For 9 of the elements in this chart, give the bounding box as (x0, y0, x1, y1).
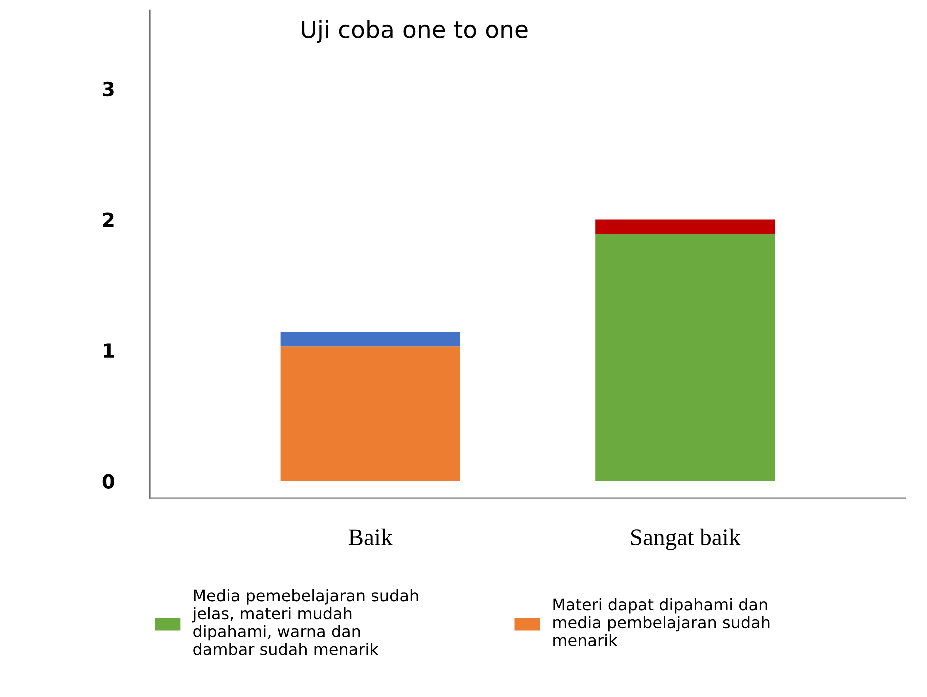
legend-label: Media pemebelajaran sudah jelas, materi mudah dipahami, warna dan dambar sudah menarik (192, 589, 418, 656)
x-tick-label: Baik (348, 528, 393, 546)
y-tick-label: 0 (102, 474, 115, 490)
y-tick-label: 1 (104, 344, 114, 358)
chart-title: Uji coba one to one (302, 20, 528, 44)
y-tick-label: 3 (103, 82, 114, 97)
y-tick-label: 2 (103, 212, 114, 228)
x-tick-label: Sangat baik (631, 528, 741, 550)
legend-label: Materi dapat dipahami dan media pembelajaran sudah menarik (554, 598, 770, 646)
